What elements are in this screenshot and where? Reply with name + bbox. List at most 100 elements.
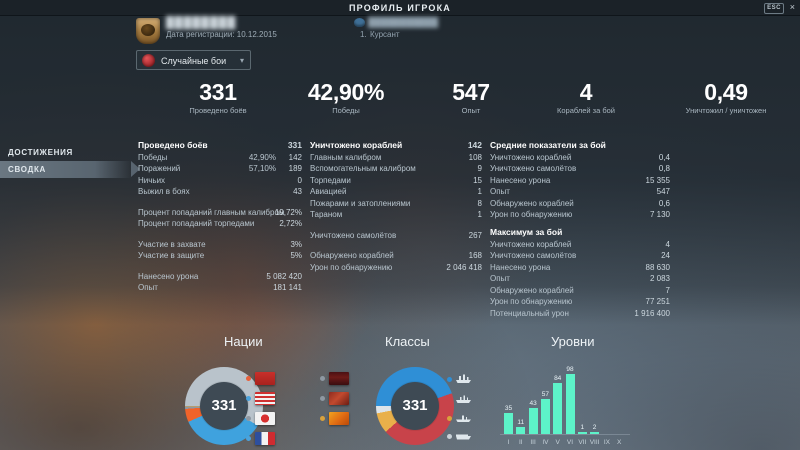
battles-row-value: 0 bbox=[297, 175, 302, 185]
class-legend-item bbox=[447, 412, 477, 424]
col-left-title: Проведено боёв 331 bbox=[138, 140, 302, 152]
avg-row: Урон по обнаружению 7 130 bbox=[490, 209, 670, 221]
battles-row-percent: 42,90% bbox=[248, 152, 276, 162]
page-title: ПРОФИЛЬ ИГРОКА bbox=[348, 3, 452, 13]
battles-row-value: 181 141 bbox=[273, 283, 302, 292]
nation-legend-item bbox=[246, 372, 280, 386]
level-bar-value: 1 bbox=[580, 424, 585, 431]
level-tier-label: VII bbox=[578, 439, 587, 446]
max-row-value: 88 630 bbox=[645, 262, 670, 272]
level-bar bbox=[540, 399, 550, 434]
kills-row: Главным калибром 108 bbox=[310, 152, 482, 164]
kills-row: Обнаружено кораблей 168 bbox=[310, 250, 482, 262]
kills-row: Торпедами 15 bbox=[310, 175, 482, 187]
kpi-ships-per-battle: 4 Кораблей за бой bbox=[526, 80, 646, 116]
battles-row: Победы 42,90% 142 bbox=[138, 152, 302, 164]
battles-spacer bbox=[138, 262, 302, 271]
level-bar-value: 84 bbox=[554, 374, 562, 382]
battles-row-value: 189 bbox=[288, 164, 302, 173]
battles-row-label: Ничьих bbox=[138, 175, 166, 185]
kills-spacer bbox=[310, 241, 482, 250]
level-bar bbox=[504, 412, 513, 434]
close-icon[interactable]: × bbox=[789, 2, 795, 12]
col-max-title: Максимум за бой bbox=[490, 227, 670, 239]
max-row: Обнаружено кораблей 7 bbox=[490, 285, 670, 297]
max-row-label: Опыт bbox=[490, 274, 510, 283]
level-bar-value: 35 bbox=[504, 404, 513, 412]
battles-spacer bbox=[138, 230, 302, 239]
avg-row-value: 15 355 bbox=[645, 175, 670, 185]
classes-donut-hole bbox=[391, 382, 439, 430]
max-row-label: Нанесено урона bbox=[490, 262, 551, 272]
rank-title: Курсант bbox=[370, 30, 400, 39]
panasia-flag bbox=[329, 412, 349, 425]
battle-type-dropdown[interactable]: Случайные бои ▾ bbox=[136, 50, 251, 70]
kills-row-label: Пожарами и затоплениями bbox=[310, 198, 411, 208]
battles-row-value: 43 bbox=[293, 187, 302, 196]
max-row-label: Урон по обнаружению bbox=[490, 297, 573, 306]
level-tier-label: VIII bbox=[589, 439, 600, 446]
kills-row-label: Торпедами bbox=[310, 175, 351, 185]
legend-dot-icon bbox=[320, 376, 325, 381]
kills-row-label: Авиацией bbox=[310, 187, 347, 196]
kills-row-value: 267 bbox=[468, 230, 482, 240]
sidebar-item-achievements[interactable]: ДОСТИЖЕНИЯ bbox=[8, 148, 73, 157]
level-bar-value: 2 bbox=[592, 424, 597, 431]
kpi-kd-ratio-label: Уничтожил / уничтожен bbox=[685, 106, 767, 115]
kills-row: Урон по обнаружению 2 046 418 bbox=[310, 262, 482, 274]
kills-row-value: 15 bbox=[473, 175, 482, 185]
kpi-kd-ratio-value: 0,49 bbox=[704, 79, 748, 105]
kpi-winrate-label: Победы bbox=[332, 106, 360, 115]
level-tier-label: X bbox=[617, 439, 622, 446]
player-header: ████████ Дата регистрации: 10.12.2015 ██… bbox=[136, 16, 656, 56]
avg-row-value: 0,8 bbox=[658, 164, 670, 173]
classes-donut-chart: 331 bbox=[376, 367, 454, 445]
legend-dot-icon bbox=[246, 436, 251, 441]
max-row-label: Потенциальный урон bbox=[490, 308, 569, 318]
battles-row-label: Участие в захвате bbox=[138, 239, 206, 249]
battles-row-label: Процент попаданий главным калибром bbox=[138, 207, 285, 217]
kills-row-value: 168 bbox=[468, 251, 482, 260]
sidebar-item-summary[interactable]: СВОДКА bbox=[0, 161, 140, 178]
max-row-value: 1 916 400 bbox=[634, 308, 670, 318]
battles-row: Поражений 57,10% 189 bbox=[138, 163, 302, 175]
col-max-title-label: Максимум за бой bbox=[490, 227, 563, 237]
max-row-value: 24 bbox=[661, 251, 670, 260]
max-row-label: Уничтожено кораблей bbox=[490, 239, 572, 249]
kpi-ships-per-battle-label: Кораблей за бой bbox=[556, 106, 615, 115]
kills-row-value: 2 046 418 bbox=[446, 262, 482, 272]
level-bar bbox=[528, 407, 538, 434]
avg-row-value: 7 130 bbox=[649, 210, 670, 219]
avg-row: Нанесено урона 15 355 bbox=[490, 175, 670, 187]
esc-key-badge: ESC bbox=[764, 3, 784, 14]
kills-row-value: 1 bbox=[477, 210, 482, 219]
kpi-battles: 331 Проведено боёв bbox=[158, 80, 278, 116]
battles-row-label: Нанесено урона bbox=[138, 271, 199, 281]
uk-flag bbox=[329, 392, 349, 405]
class-legend-item bbox=[447, 430, 477, 442]
clan-emblem-icon bbox=[136, 18, 160, 44]
kills-row-label: Тараном bbox=[310, 210, 343, 219]
col-left-title-label: Проведено боёв bbox=[138, 140, 208, 150]
nation-legend-item bbox=[246, 432, 280, 446]
col-left-title-value: 331 bbox=[287, 140, 302, 150]
battles-row-percent: 57,10% bbox=[248, 164, 276, 173]
legend-dot-icon bbox=[447, 377, 452, 382]
kills-row: Авиацией 1 bbox=[310, 186, 482, 198]
level-bar bbox=[565, 374, 575, 434]
avg-row: Обнаружено кораблей 0,6 bbox=[490, 198, 670, 210]
battles-row: Выжил в боях 43 bbox=[138, 186, 302, 198]
battles-row-label: Победы bbox=[138, 152, 168, 162]
col-mid-title: Уничтожено кораблей 142 bbox=[310, 140, 482, 152]
nations-donut-center-value: 331 bbox=[211, 397, 237, 414]
level-bar-value: 11 bbox=[517, 419, 525, 427]
cruiser-icon bbox=[456, 394, 471, 403]
level-bar bbox=[516, 427, 526, 434]
france-flag bbox=[255, 432, 275, 445]
kpi-xp-label: Опыт bbox=[461, 106, 481, 115]
legend-dot-icon bbox=[447, 416, 452, 421]
destroyer-icon bbox=[456, 413, 471, 422]
battles-row: Процент попаданий торпедами 2,72% bbox=[138, 218, 302, 230]
japan-flag bbox=[255, 412, 275, 425]
battle-type-label: Случайные бои bbox=[161, 56, 227, 66]
